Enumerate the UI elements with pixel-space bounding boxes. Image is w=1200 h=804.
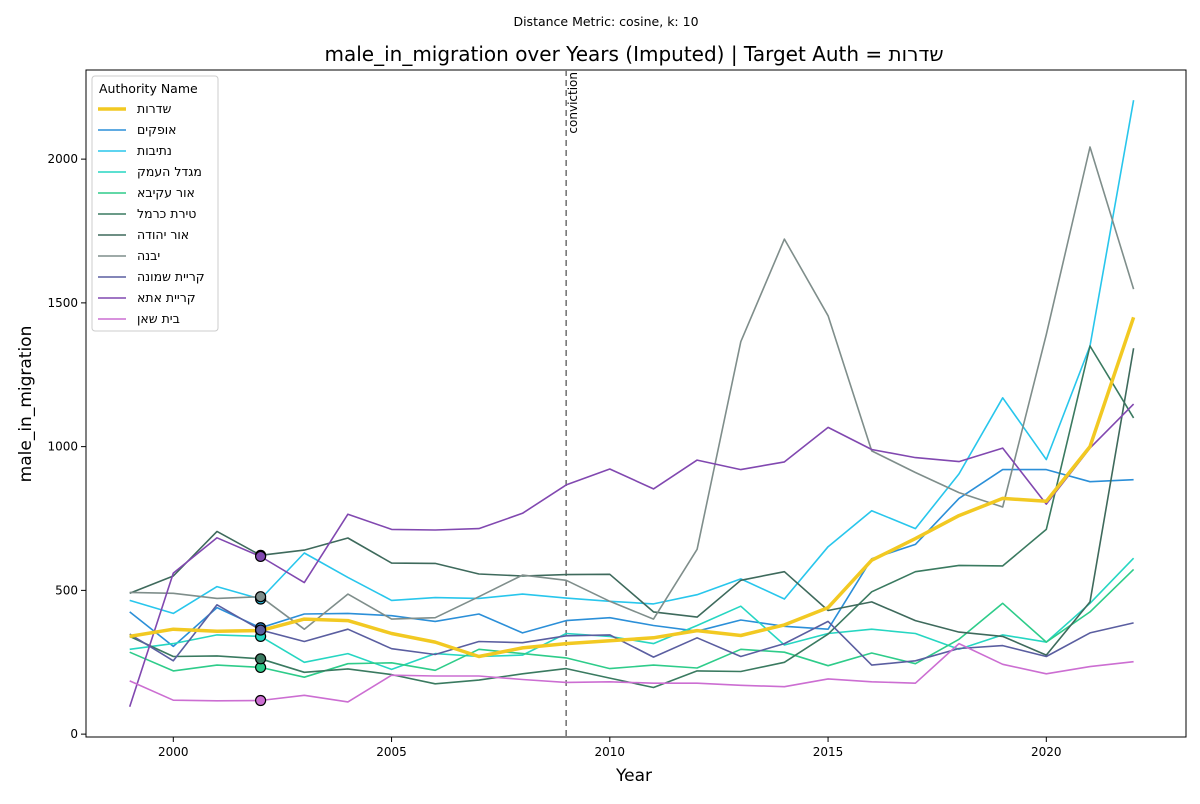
y-tick-label: 2000 — [47, 152, 78, 166]
legend-label: מגדל העמק — [137, 164, 202, 179]
y-axis-label: male_in_migration — [16, 326, 36, 483]
series-line — [129, 316, 1136, 659]
y-tick-label: 1000 — [47, 440, 78, 454]
series-line — [129, 603, 1134, 666]
series-line — [129, 100, 1135, 615]
legend-label: אור יהודה — [137, 227, 189, 242]
x-axis-label: Year — [615, 766, 652, 786]
legend-label: אור עקיבא — [137, 185, 195, 200]
imputed-point-marker — [255, 694, 267, 707]
legend-label: טירת כרמל — [137, 206, 196, 221]
series-line — [129, 146, 1135, 631]
legend-label: בית שאן — [137, 311, 180, 326]
conviction-label: conviction — [566, 72, 580, 134]
imputed-point-marker — [255, 550, 267, 563]
imputed-point-marker — [255, 591, 267, 603]
imputed-point-marker — [255, 624, 267, 636]
x-tick-label: 2020 — [1031, 745, 1062, 759]
legend-title: Authority Name — [99, 81, 198, 96]
chart-title: male_in_migration over Years (Imputed) |… — [324, 42, 943, 66]
series-line — [129, 348, 1135, 656]
series-line — [129, 557, 1135, 671]
legend-label: קריית אתא — [137, 290, 196, 305]
x-tick-label: 2005 — [376, 745, 407, 759]
legend-label: נתיבות — [137, 143, 172, 158]
chart-suptitle: Distance Metric: cosine, k: 10 — [513, 14, 698, 29]
series-line — [129, 642, 1134, 703]
x-tick-label: 2000 — [158, 745, 189, 759]
series-line — [129, 568, 1135, 679]
legend-box — [91, 75, 219, 332]
series-line — [129, 345, 1135, 689]
x-tick-label: 2015 — [813, 745, 844, 759]
y-tick-label: 0 — [70, 727, 78, 741]
x-tick-label: 2010 — [595, 745, 626, 759]
legend-label: קריית שמונה — [137, 269, 205, 284]
y-tick-label: 500 — [55, 583, 78, 597]
legend-label: אופקים — [137, 122, 177, 137]
plot-frame — [85, 69, 1187, 738]
legend-label: שדרות — [137, 101, 172, 116]
legend-label: יבנה — [137, 248, 160, 263]
y-tick-label: 1500 — [47, 296, 78, 310]
series-line — [129, 468, 1134, 648]
imputed-point-marker — [255, 653, 267, 665]
series-line — [128, 403, 1135, 708]
